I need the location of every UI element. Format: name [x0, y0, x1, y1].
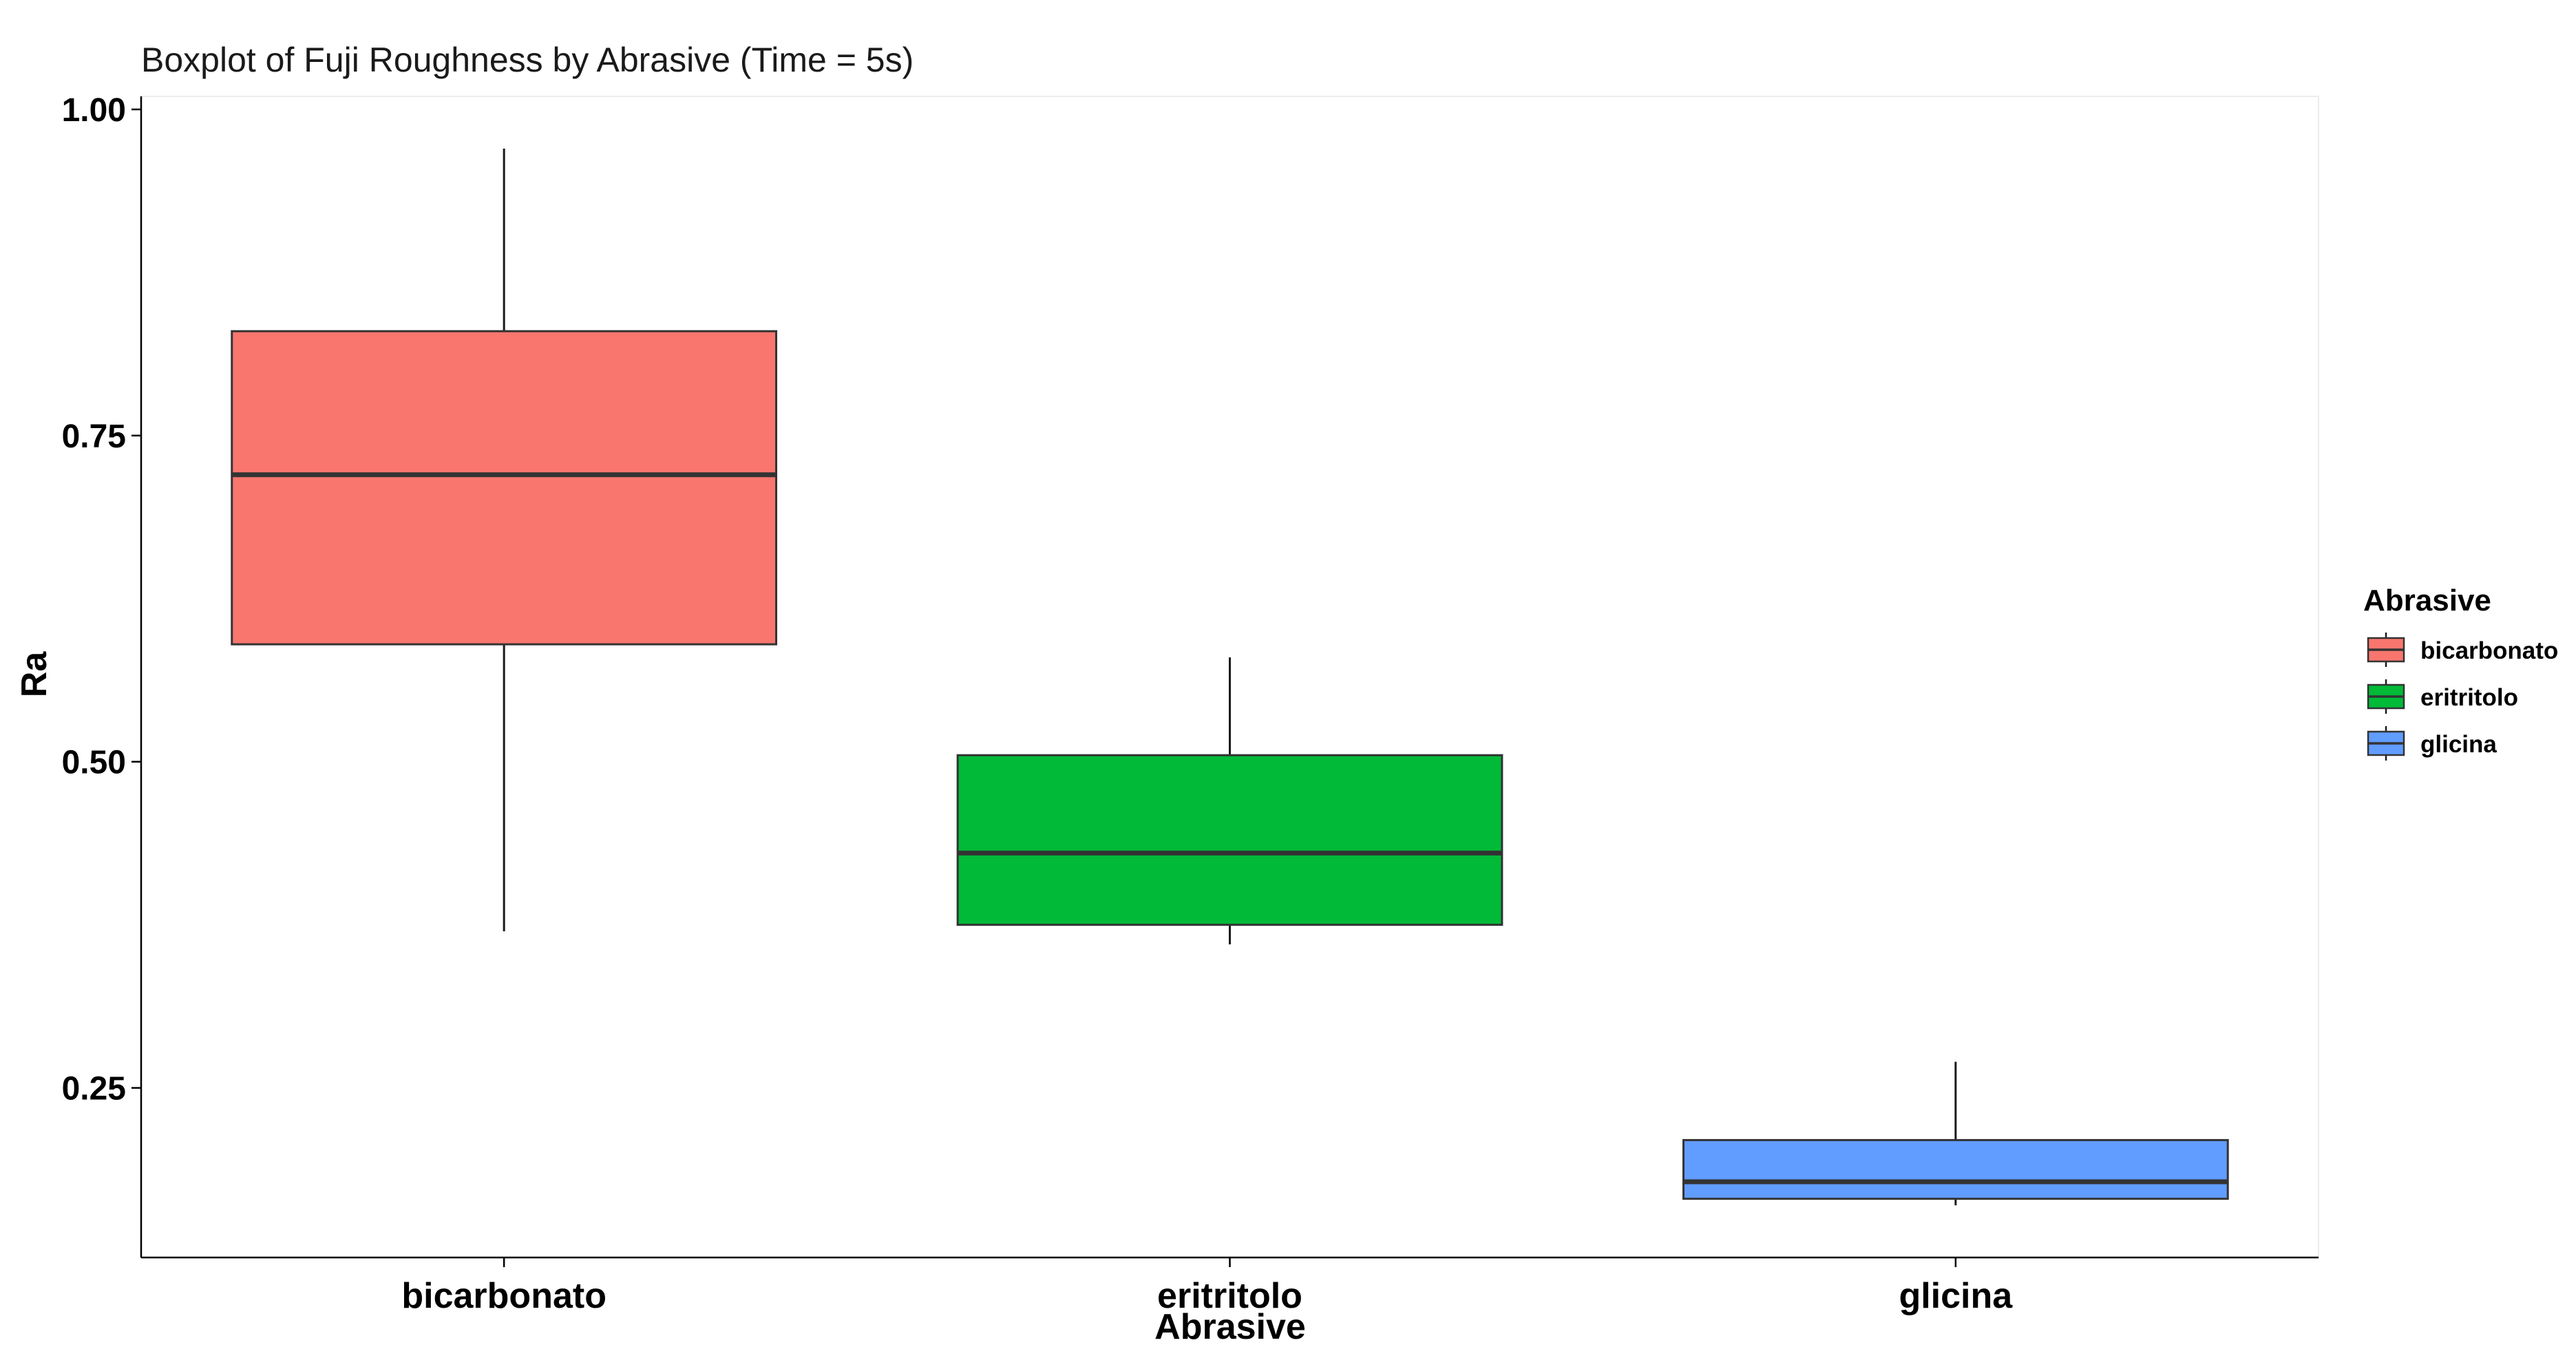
legend: Abrasive bicarbonato eritritolo glicina	[2363, 584, 2558, 761]
box-eritritolo	[956, 657, 1503, 945]
box-bicarbonato	[231, 148, 778, 932]
y-axis: 0.25 0.50 0.75 1.00	[62, 92, 142, 1257]
box-glicina	[1682, 1061, 2229, 1206]
legend-label: glicina	[2420, 731, 2497, 758]
legend-label: eritritolo	[2420, 684, 2518, 711]
y-tick-label: 1.00	[62, 92, 126, 129]
legend-key-bicarbonato	[2367, 633, 2405, 667]
x-axis: bicarbonato eritritolo glicina	[141, 1256, 2319, 1316]
x-tick-label: eritritolo	[1157, 1276, 1302, 1316]
box-body	[956, 754, 1503, 926]
y-tick-label: 0.75	[62, 418, 126, 455]
x-tick-label: glicina	[1899, 1276, 2013, 1316]
boxes	[231, 148, 2229, 1206]
y-tick-label: 0.50	[62, 745, 126, 781]
y-tick-label: 0.25	[62, 1071, 126, 1107]
legend-title: Abrasive	[2363, 584, 2491, 617]
chart-title: Boxplot of Fuji Roughness by Abrasive (T…	[141, 41, 914, 79]
x-axis-title: Abrasive	[1154, 1307, 1306, 1347]
legend-label: bicarbonato	[2420, 637, 2558, 664]
x-tick-label: bicarbonato	[401, 1276, 606, 1316]
y-axis-title: Ra	[14, 651, 54, 698]
box-body	[1682, 1138, 2229, 1200]
box-body	[231, 330, 778, 646]
legend-key-eritritolo	[2367, 679, 2405, 714]
legend-key-glicina	[2367, 726, 2405, 761]
